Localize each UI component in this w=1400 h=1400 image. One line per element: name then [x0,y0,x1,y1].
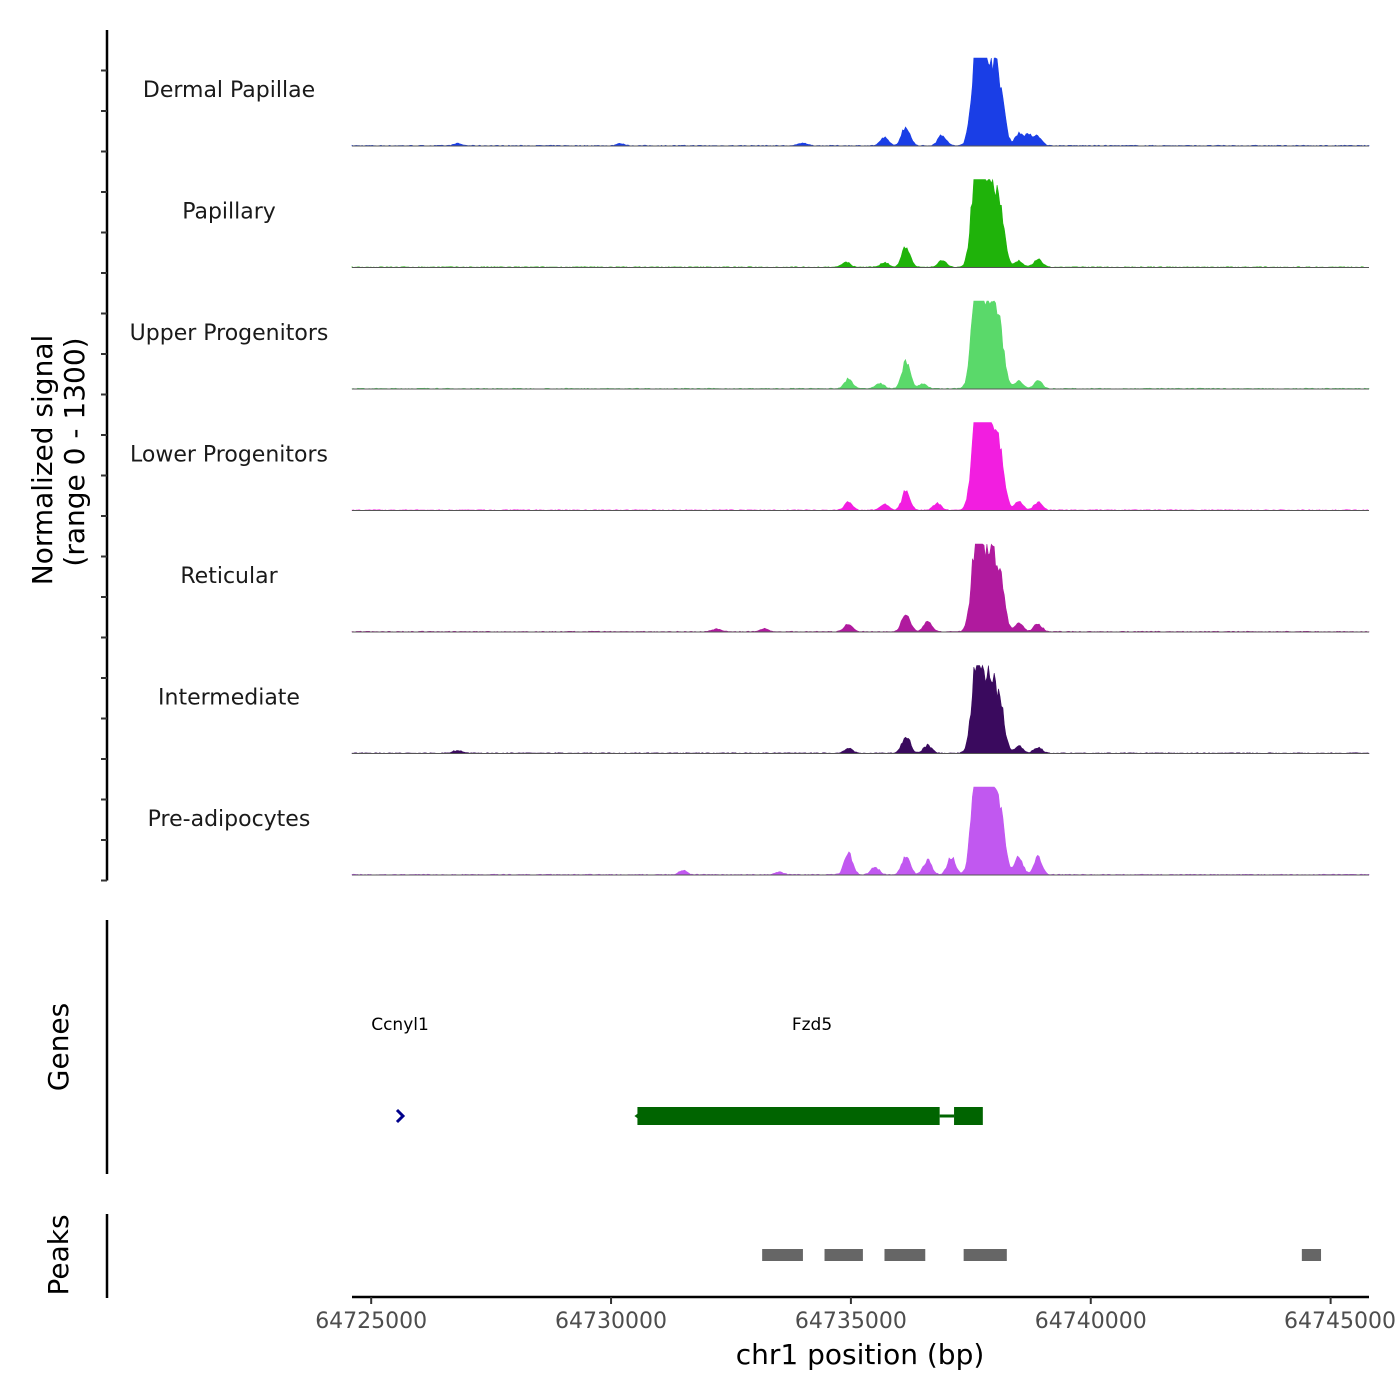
track-signal-area [351,57,1370,147]
track-signal-area [351,422,1370,511]
genes-axis-title: Genes [42,1003,75,1091]
y-axis-title-line1: Normalized signal [26,335,59,586]
x-axis-title: chr1 position (bp) [736,1338,985,1371]
track-label: Upper Progenitors [130,321,329,346]
track-signal-area [351,178,1370,268]
gene-label: Ccnyl1 [371,1015,429,1035]
peak-region [1301,1249,1322,1261]
track-label: Dermal Papillae [143,78,315,103]
gene-annotation-track: Ccnyl1 Fzd5 [371,1015,983,1125]
peak-region [762,1249,803,1261]
peak-region [824,1249,863,1261]
track-signal-area [351,300,1370,390]
track-label: Papillary [182,200,276,225]
x-tick-label: 64745000 [1284,1309,1396,1334]
gene-strand-arrow [395,1108,406,1124]
gene-strand-arrow [634,1110,643,1122]
x-axis: 64725000 64730000 64735000 64740000 64745000 [315,1295,1396,1334]
peaks-axis-title: Peaks [42,1214,75,1295]
track-label: Intermediate [158,686,300,711]
signal-tracks: Dermal Papillae Papillary Upper Progenitor… [130,57,1370,876]
track-signal-area [351,543,1370,633]
gene-exon [954,1107,983,1125]
track-label: Pre-adipocytes [148,807,311,832]
x-tick-label: 64735000 [795,1309,907,1334]
x-tick-label: 64730000 [555,1309,667,1334]
track-signal-area [351,786,1370,876]
peak-regions-track [762,1249,1322,1261]
gene-label: Fzd5 [792,1015,832,1035]
track-signal-area [351,664,1370,754]
track-label: Lower Progenitors [130,443,328,468]
y-axis-title-line2: (range 0 - 1300) [58,337,91,566]
x-tick-label: 64740000 [1035,1309,1147,1334]
gene-exon [637,1107,940,1125]
peak-region [884,1249,926,1261]
x-tick-label: 64725000 [315,1309,427,1334]
peak-region [963,1249,1007,1261]
track-label: Reticular [180,564,278,589]
signal-y-axis [101,30,109,882]
